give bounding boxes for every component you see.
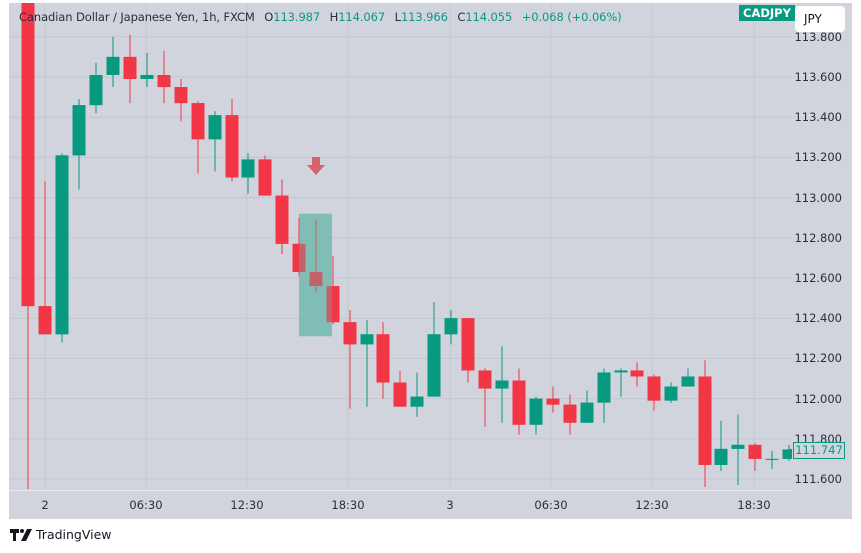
price-tick-label: 112.600 (794, 271, 842, 285)
candle-up[interactable] (580, 390, 594, 423)
time-axis[interactable] (9, 490, 792, 519)
candle-up[interactable] (664, 382, 678, 403)
price-tick-label: 112.800 (794, 230, 842, 245)
candle-up[interactable] (55, 153, 69, 343)
price-axis[interactable]: 113.800 113.600 113.400 113.200 113.000 112.8… (792, 3, 852, 518)
candles (21, 3, 792, 490)
currency-badge[interactable]: JPY (795, 6, 845, 32)
price-tick-label: 113.400 (794, 110, 842, 125)
close-value: 114.055 (465, 10, 513, 24)
candle-down[interactable] (258, 155, 272, 196)
candle-up[interactable] (495, 346, 509, 423)
low-value: 113.966 (400, 10, 448, 24)
close-label: C (457, 10, 466, 24)
price-tick-label: 113.600 (794, 70, 842, 84)
candle-up[interactable] (410, 372, 424, 417)
price-tick-label: 112.200 (794, 351, 842, 366)
price-tick-label: 111.600 (794, 472, 842, 486)
candle-up[interactable] (597, 368, 611, 423)
time-tick-label: 2 (41, 498, 49, 512)
time-tick-label: 06:30 (534, 498, 568, 512)
candles (21, 3, 793, 490)
candle-up[interactable] (427, 302, 441, 397)
candle-up[interactable] (89, 62, 103, 114)
candle-down[interactable] (292, 217, 306, 276)
candle-down[interactable] (512, 368, 526, 435)
candle-up[interactable] (714, 420, 728, 471)
candle-down[interactable] (157, 50, 171, 104)
candle-down[interactable] (38, 181, 52, 335)
low-label: L (394, 10, 401, 24)
candlestick-chart[interactable] (9, 3, 792, 490)
high-value: 114.067 (338, 10, 386, 24)
candle-down[interactable] (21, 3, 35, 490)
candle-up[interactable] (681, 368, 695, 387)
tradingview-logo-icon (10, 528, 32, 541)
candle-down[interactable] (393, 370, 407, 407)
candle-down[interactable] (376, 322, 390, 399)
candle-down[interactable] (123, 34, 137, 104)
candle-down[interactable] (478, 368, 492, 427)
candle-up[interactable] (765, 450, 779, 469)
candle-up[interactable] (614, 368, 628, 397)
down-arrow-icon[interactable] (307, 157, 325, 175)
change-value: +0.068 (+0.06%) (521, 10, 622, 24)
time-tick-label: 3 (446, 498, 454, 512)
time-tick-label: 06:30 (129, 498, 163, 512)
candle-down[interactable] (461, 318, 475, 383)
candle-down[interactable] (647, 374, 661, 411)
last-price-label: 111.747 (793, 442, 845, 459)
ohlc-legend: Canadian Dollar / Japanese Yen, 1h, FXCM… (19, 10, 622, 24)
candle-down[interactable] (275, 179, 289, 254)
candle-up[interactable] (782, 444, 793, 461)
open-label: O (264, 10, 274, 24)
time-tick-label: 18:30 (331, 498, 365, 512)
candle-up[interactable] (529, 396, 543, 435)
candle-up[interactable] (106, 36, 120, 88)
time-tick-label: 12:30 (635, 498, 669, 512)
time-tick-label: 12:30 (230, 498, 264, 512)
candle-down[interactable] (630, 362, 644, 387)
candle-down[interactable] (546, 386, 560, 413)
candle-down[interactable] (225, 99, 239, 182)
candle-down[interactable] (343, 310, 357, 409)
candle-down[interactable] (191, 101, 205, 174)
tradingview-brand[interactable]: TradingView (10, 527, 112, 542)
price-tick-label: 112.000 (794, 391, 842, 406)
time-tick-label: 18:30 (737, 498, 771, 512)
candle-up[interactable] (731, 414, 745, 486)
symbol-badge: CADJPY (739, 5, 795, 21)
candle-down[interactable] (309, 219, 323, 293)
candle-up[interactable] (140, 52, 154, 88)
price-tick-label: 113.000 (794, 190, 842, 205)
candle-down[interactable] (563, 394, 577, 435)
candle-up[interactable] (241, 153, 255, 194)
candle-up[interactable] (360, 320, 374, 407)
price-tick-label: 112.400 (794, 311, 842, 326)
candle-up[interactable] (72, 99, 86, 190)
candle-up[interactable] (444, 310, 458, 345)
chart-plot-area[interactable] (9, 3, 792, 490)
brand-name: TradingView (36, 527, 112, 542)
instrument-title: Canadian Dollar / Japanese Yen, 1h, FXCM (19, 10, 255, 24)
price-tick-label: 113.200 (794, 150, 842, 165)
candle-down[interactable] (326, 255, 340, 325)
candle-down[interactable] (748, 442, 762, 471)
candle-down[interactable] (698, 360, 712, 488)
open-value: 113.987 (273, 10, 321, 24)
candle-up[interactable] (208, 111, 222, 172)
candle-down[interactable] (174, 79, 188, 122)
high-label: H (329, 10, 339, 24)
price-tick-label: 113.800 (794, 29, 842, 44)
